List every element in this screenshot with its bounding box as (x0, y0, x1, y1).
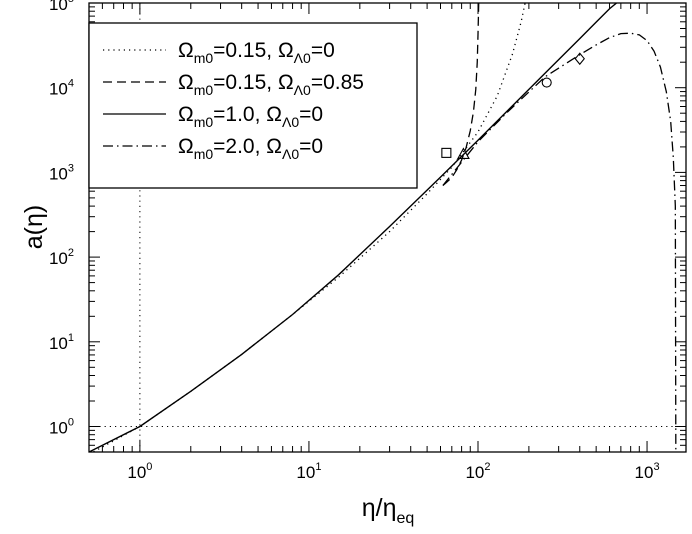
y-tick-label: 104 (49, 78, 74, 99)
legend-label-part: =0.15, Ω (213, 71, 294, 94)
legend-label-part: =2.0, Ω (213, 135, 282, 158)
legend-label-dashdot: Ωm0=2.0, ΩΛ0=0 (178, 135, 323, 162)
x-tick-label-exp: 3 (653, 461, 659, 473)
legend-label-part: Ω (178, 71, 194, 94)
marker-square (441, 147, 452, 158)
legend-label-sub: m0 (194, 82, 214, 98)
y-tick-label-base: 10 (49, 419, 68, 438)
legend-label-part: =0 (299, 103, 323, 126)
x-tick-label: 102 (465, 461, 490, 482)
x-tick-label: 101 (296, 461, 321, 482)
x-tick-label-exp: 0 (146, 461, 152, 473)
legend-box (88, 22, 418, 189)
x-tick-label-base: 10 (296, 463, 315, 482)
reference-lines (89, 3, 686, 452)
y-tick-label-exp: 3 (68, 162, 74, 174)
x-tick-label: 100 (127, 461, 152, 482)
y-tick-label: 101 (49, 332, 74, 353)
y-tick-label-base: 10 (49, 164, 68, 183)
x-tick-label-exp: 2 (484, 461, 490, 473)
y-tick-label-base: 10 (49, 80, 68, 99)
x-tick-label-base: 10 (127, 463, 146, 482)
series-line-solid (89, 3, 617, 452)
x-tick-label-exp: 1 (315, 461, 321, 473)
legend-label-part: Ω (178, 103, 194, 126)
x-tick-label-base: 10 (465, 463, 484, 482)
x-axis-title-base: η/η (362, 494, 397, 522)
series-markers (441, 52, 585, 160)
legend-label-sub: m0 (194, 114, 214, 130)
legend-label-sub: Λ0 (282, 146, 299, 162)
legend-label-sub: m0 (194, 50, 214, 66)
legend-label-part: Ω (178, 135, 194, 158)
y-tick-label: 105 (49, 0, 74, 14)
y-tick-label-base: 10 (49, 0, 68, 14)
x-axis-title: η/ηeq (362, 494, 415, 527)
y-tick-label-base: 10 (49, 334, 68, 353)
legend-label-sub: Λ0 (294, 50, 311, 66)
y-tick-label-exp: 2 (68, 247, 74, 259)
y-tick-label-exp: 1 (68, 332, 74, 344)
legend-label-part: =0.85 (311, 71, 364, 94)
legend-label-sub: m0 (194, 146, 214, 162)
series-line-dashdot (442, 32, 677, 452)
legend-label-solid: Ωm0=1.0, ΩΛ0=0 (178, 103, 323, 130)
legend-label-sub: Λ0 (294, 82, 311, 98)
y-axis-title: a(η) (20, 205, 48, 249)
legend-label-part: =0 (299, 135, 323, 158)
legend-label-part: Ω (178, 39, 194, 62)
x-tick-label-base: 10 (635, 463, 654, 482)
legend-label-dotted: Ωm0=0.15, ΩΛ0=0 (178, 39, 335, 66)
y-tick-label-exp: 0 (68, 417, 74, 429)
legend-label-part: =0.15, Ω (213, 39, 294, 62)
legend-label-part: =0 (311, 39, 335, 62)
series-lines (89, 3, 677, 452)
plot-frame (88, 2, 687, 453)
x-tick-label: 103 (635, 461, 660, 482)
y-tick-label: 100 (49, 417, 74, 438)
y-tick-label: 102 (49, 247, 74, 268)
x-axis-title-sub: eq (396, 510, 414, 527)
axis-ticks: 100101102103100101102103104105 (49, 0, 686, 482)
y-tick-label-base: 10 (49, 249, 68, 268)
y-tick-label-exp: 4 (68, 78, 74, 90)
y-tick-label-exp: 5 (68, 0, 74, 5)
legend-label-sub: Λ0 (282, 114, 299, 130)
y-tick-label: 103 (49, 162, 74, 183)
marker-triangle (456, 147, 470, 160)
marker-circle (541, 77, 552, 88)
legend-label-dashed: Ωm0=0.15, ΩΛ0=0.85 (178, 71, 364, 98)
legend-label-part: =1.0, Ω (213, 103, 282, 126)
marker-diamond (574, 52, 585, 66)
